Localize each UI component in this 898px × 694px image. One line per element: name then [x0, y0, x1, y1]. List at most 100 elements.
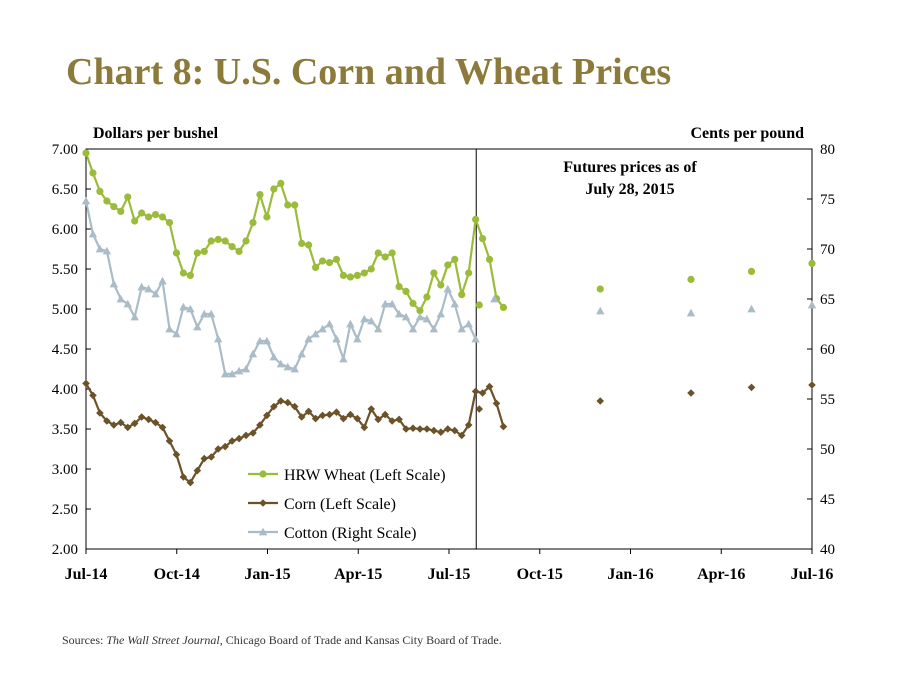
futures-annotation: July 28, 2015: [585, 181, 674, 198]
corn-point: [235, 434, 243, 443]
legend: HRW Wheat (Left Scale) Corn (Left Scale) C…: [248, 467, 446, 542]
corn-point: [339, 414, 348, 423]
axes: 2.00 2.50 3.00 3.50 4.00 4.50 5.00 5.50 6.00 6.50…: [52, 125, 835, 583]
corn-point: [423, 425, 431, 433]
hrw-point: [325, 259, 334, 267]
corn-point: [499, 422, 508, 431]
hrw-point: [353, 271, 361, 279]
corn-point: [116, 418, 125, 427]
source-rest: , Chicago Board of Trade and Kansas City…: [219, 633, 502, 647]
cotton-point: [297, 349, 306, 358]
corn-point: [270, 402, 278, 411]
cotton-point: [332, 334, 341, 343]
x-tick-label: Apr-15: [334, 566, 382, 583]
left-tick-label: 5.00: [52, 302, 78, 318]
hrw-point: [263, 213, 271, 221]
corn-point: [318, 411, 327, 420]
hrw-point: [402, 287, 410, 295]
corn-point: [381, 410, 389, 419]
corn-point: [443, 425, 452, 433]
x-tick-label: Jul-15: [428, 566, 471, 583]
hrw-point: [458, 291, 466, 299]
legend-item-hrw: HRW Wheat (Left Scale): [248, 467, 446, 484]
corn-point: [402, 425, 410, 433]
corn-point: [353, 414, 362, 423]
hrw-point: [388, 249, 396, 257]
cotton-point: [158, 276, 167, 285]
cotton-point: [346, 319, 355, 328]
cotton-point: [81, 196, 91, 205]
right-tick-label: 40: [820, 542, 835, 558]
legend-label: Corn (Left Scale): [284, 496, 396, 513]
hrw-point: [409, 299, 417, 307]
corn-point: [82, 379, 90, 388]
corn-point: [144, 415, 153, 424]
corn-point: [151, 418, 160, 427]
corn-point: [464, 421, 473, 429]
cotton-point: [144, 284, 153, 293]
corn-point: [179, 473, 188, 481]
cotton-point: [179, 302, 188, 311]
legend-swatch-marker: [258, 527, 268, 536]
source-italic: The Wall Street Journal: [106, 633, 220, 647]
cotton-point: [290, 364, 299, 373]
cotton-point: [165, 324, 174, 333]
hrw-point: [478, 235, 487, 243]
hrw-point: [291, 201, 299, 209]
left-tick-label: 6.00: [52, 222, 78, 238]
right-axis-label: Cents per pound: [690, 125, 804, 142]
cotton-futures-point: [747, 304, 756, 313]
hrw-point: [346, 273, 354, 281]
corn-point: [471, 387, 480, 396]
cotton-point: [283, 362, 292, 371]
hrw-point: [249, 219, 257, 227]
hrw-point: [339, 271, 348, 279]
hrw-point: [207, 237, 215, 245]
legend-swatch-marker: [259, 499, 267, 507]
hrw-point: [228, 243, 236, 251]
corn-point: [311, 414, 320, 423]
hrw-point: [277, 179, 285, 187]
cotton-point: [172, 329, 181, 338]
right-tick-label: 60: [820, 342, 835, 358]
hrw-point: [145, 213, 153, 221]
cotton-point: [151, 289, 160, 298]
cotton-point: [374, 324, 383, 333]
corn-point: [89, 391, 97, 400]
corn-point: [325, 410, 334, 419]
cotton-point: [353, 334, 362, 343]
cotton-point: [276, 359, 286, 368]
right-tick-label: 50: [820, 442, 835, 458]
corn-point: [186, 478, 195, 487]
cotton-point: [269, 352, 279, 361]
cotton-point: [380, 299, 390, 308]
cotton-point: [116, 294, 125, 303]
left-tick-label: 3.50: [52, 422, 78, 438]
hrw-point: [472, 215, 480, 223]
x-tick-label: Oct-14: [154, 566, 200, 583]
hrw-point: [165, 219, 174, 227]
cotton-futures-point: [490, 294, 499, 303]
legend-swatch-marker: [259, 470, 267, 478]
hrw-point: [381, 253, 389, 261]
cotton-point: [123, 299, 132, 308]
cotton-point: [443, 284, 452, 293]
hrw-point: [298, 239, 306, 247]
left-tick-label: 3.00: [52, 462, 78, 478]
hrw-futures-point: [475, 301, 483, 309]
hrw-point: [256, 191, 264, 199]
corn-point: [214, 445, 222, 453]
hrw-point: [499, 303, 508, 311]
source-prefix: Sources:: [62, 633, 107, 647]
hrw-point: [284, 201, 292, 209]
plot-frame: [85, 148, 813, 550]
corn-point: [437, 428, 445, 436]
cotton-point: [304, 334, 313, 343]
corn-futures-point: [808, 381, 816, 389]
x-tick-label: Jan-16: [607, 566, 653, 583]
x-tick-label: Oct-15: [517, 566, 563, 583]
right-tick-label: 55: [820, 392, 835, 408]
cotton-point: [318, 324, 327, 333]
corn-point: [123, 423, 132, 432]
